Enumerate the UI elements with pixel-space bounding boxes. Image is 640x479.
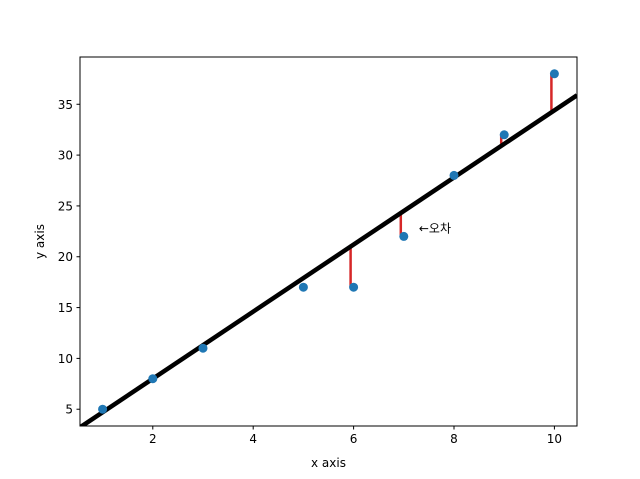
x-tick-label-8: 8 — [450, 432, 458, 446]
data-points — [98, 69, 559, 414]
y-tick-label-15: 15 — [58, 301, 73, 315]
y-tick-label-5: 5 — [65, 403, 73, 417]
x-axis-label: x axis — [311, 456, 346, 470]
error-annotation: ←오차 — [419, 221, 451, 235]
data-point-6 — [399, 231, 409, 241]
fit-line-group — [80, 93, 577, 426]
x-tick-label-2: 2 — [149, 432, 157, 446]
data-point-4 — [298, 282, 308, 292]
data-point-3 — [198, 343, 208, 353]
x-tick-label-10: 10 — [547, 432, 562, 446]
data-point-8 — [499, 130, 509, 140]
x-ticks: 2 4 6 8 10 — [149, 426, 562, 446]
x-tick-label-6: 6 — [350, 432, 358, 446]
data-point-1 — [98, 404, 108, 414]
y-tick-label-35: 35 — [58, 98, 73, 112]
data-point-7 — [449, 170, 459, 180]
y-tick-label-10: 10 — [58, 352, 73, 366]
y-ticks: 5 10 15 20 25 30 35 — [58, 98, 80, 417]
data-point-2 — [148, 374, 158, 384]
y-axis-label: y axis — [33, 224, 47, 259]
data-point-9 — [549, 69, 559, 79]
data-point-5 — [349, 282, 359, 292]
fit-line — [80, 93, 577, 426]
y-tick-label-30: 30 — [58, 149, 73, 163]
x-tick-label-4: 4 — [249, 432, 257, 446]
y-tick-label-20: 20 — [58, 250, 73, 264]
y-tick-label-25: 25 — [58, 199, 73, 213]
axes-frame — [79, 56, 578, 427]
